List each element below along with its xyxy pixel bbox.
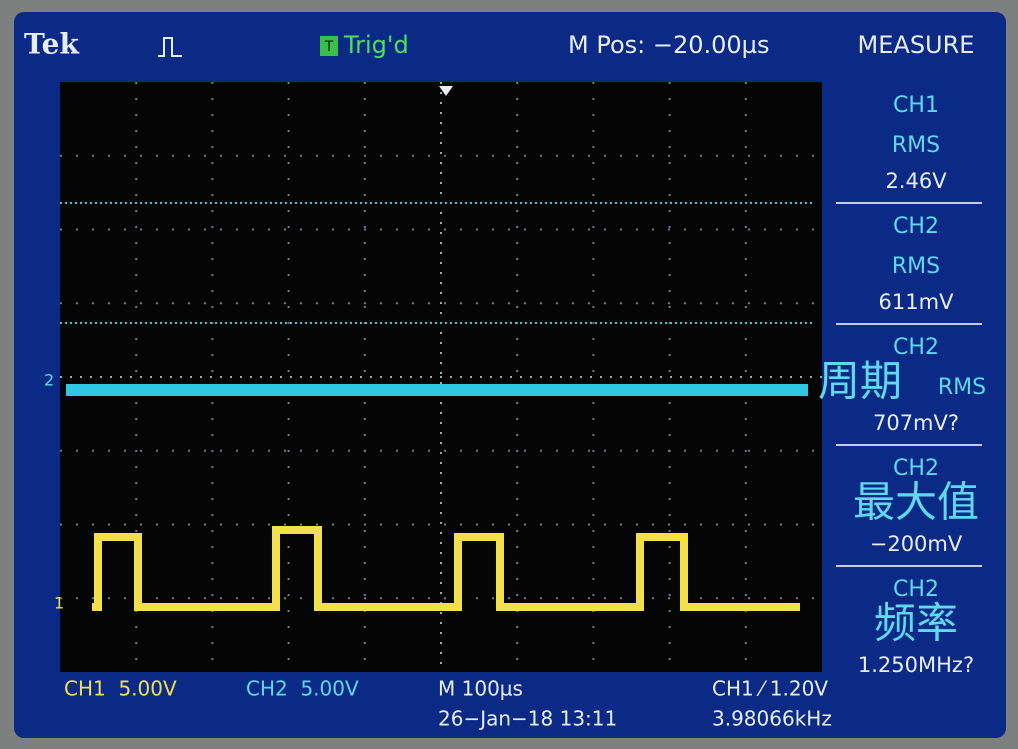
measure-value: −200mV <box>870 532 963 556</box>
measure-value: 611mV <box>879 290 955 314</box>
trigger-setting: CH1 ⁄ 1.20V <box>712 677 828 701</box>
frequency: 3.98066kHz <box>712 707 832 731</box>
measure-channel: CH2 <box>893 214 939 239</box>
ch2-trace <box>66 384 808 396</box>
ch2-marker: 2 <box>44 371 54 390</box>
measure-value: 2.46V <box>885 169 947 193</box>
ch2-scale: CH2 5.00V <box>246 677 359 701</box>
datetime: 26−Jan−18 13:11 <box>438 707 617 731</box>
measure-value: 707mV? <box>873 411 959 435</box>
trigger-status: Trig'd <box>343 31 409 59</box>
ch1-marker: 1 <box>54 594 64 613</box>
measure-label: 周期 <box>818 357 902 406</box>
page: Tek T Trig'd M Pos: −20.00µs MEASURE CH1… <box>0 0 1018 749</box>
oscilloscope-screen: Tek T Trig'd M Pos: −20.00µs MEASURE CH1… <box>0 0 1018 749</box>
m-pos: M Pos: −20.00µs <box>568 31 769 59</box>
timebase: M 100µs <box>438 677 523 701</box>
measure-label: RMS <box>892 254 940 279</box>
measure-label: 频率 <box>874 599 958 648</box>
measure-channel: CH1 <box>893 93 939 118</box>
brand: Tek <box>24 28 79 61</box>
ch1-scale: CH1 5.00V <box>64 677 177 701</box>
measure-extra: RMS <box>938 375 986 400</box>
measure-label: 最大值 <box>853 478 979 527</box>
measure-value: 1.250MHz? <box>858 653 974 677</box>
measure-title: MEASURE <box>858 31 975 59</box>
measure-label: RMS <box>892 133 940 158</box>
trigger-icon: T <box>324 39 334 55</box>
